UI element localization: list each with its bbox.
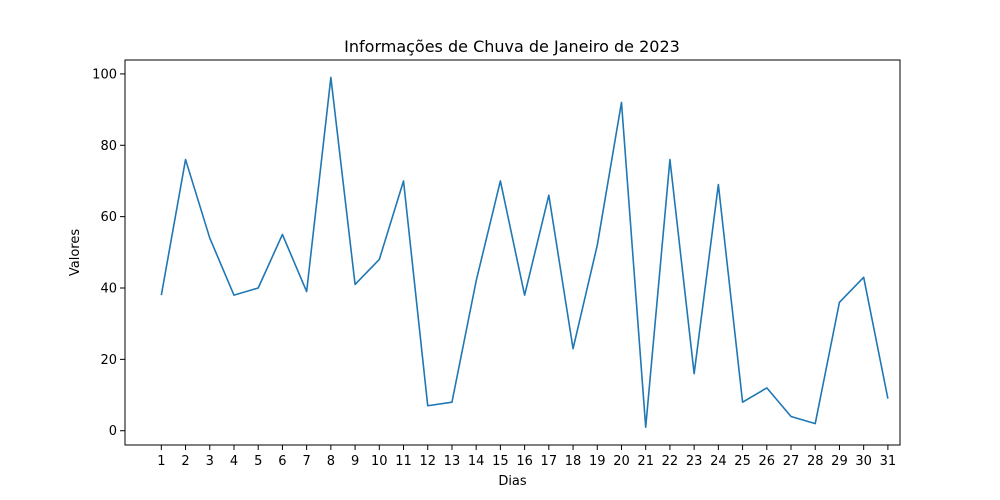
x-tick-label: 1 xyxy=(157,454,165,469)
x-tick-label: 24 xyxy=(710,454,727,469)
x-tick-label: 14 xyxy=(468,454,485,469)
x-tick-label: 2 xyxy=(181,454,189,469)
x-tick-label: 22 xyxy=(662,454,679,469)
x-tick-label: 18 xyxy=(565,454,582,469)
y-axis-label: Valores xyxy=(68,229,83,276)
y-tick-label: 100 xyxy=(92,67,117,82)
x-tick-label: 4 xyxy=(230,454,238,469)
x-tick-label: 23 xyxy=(686,454,703,469)
x-tick-label: 27 xyxy=(783,454,800,469)
y-axis-ticks: 0 20 40 60 80 100 xyxy=(92,67,125,439)
series-line xyxy=(160,76,889,428)
x-tick-label: 3 xyxy=(206,454,214,469)
y-tick-label: 40 xyxy=(100,282,117,297)
y-tick-label: 80 xyxy=(100,139,117,154)
x-tick-label: 17 xyxy=(541,454,558,469)
plot-frame xyxy=(124,59,901,446)
x-tick-label: 31 xyxy=(880,454,897,469)
x-tick-label: 16 xyxy=(516,454,533,469)
x-tick-label: 15 xyxy=(492,454,509,469)
x-tick-label: 8 xyxy=(327,454,335,469)
chart-title: Informações de Chuva de Janeiro de 2023 xyxy=(344,37,680,56)
x-axis-ticks: 1 2 3 4 5 6 7 8 9 10 11 12 13 14 15 16 17 18 19 20 21 22 23 24 2… xyxy=(157,445,896,469)
x-tick-label: 21 xyxy=(637,454,654,469)
x-tick-label: 13 xyxy=(444,454,461,469)
x-tick-label: 29 xyxy=(831,454,848,469)
x-tick-label: 25 xyxy=(734,454,751,469)
x-tick-label: 28 xyxy=(807,454,824,469)
x-tick-label: 10 xyxy=(371,454,388,469)
x-axis-label: Dias xyxy=(498,474,527,489)
x-tick-label: 6 xyxy=(278,454,286,469)
y-tick-label: 20 xyxy=(100,353,117,368)
x-tick-label: 11 xyxy=(395,454,412,469)
x-tick-label: 30 xyxy=(855,454,872,469)
x-tick-label: 5 xyxy=(254,454,262,469)
y-tick-label: 60 xyxy=(100,210,117,225)
plot-area xyxy=(160,76,889,428)
x-tick-label: 20 xyxy=(613,454,630,469)
x-tick-label: 19 xyxy=(589,454,606,469)
x-tick-label: 26 xyxy=(759,454,776,469)
y-tick-label: 0 xyxy=(109,424,117,439)
x-tick-label: 9 xyxy=(351,454,359,469)
x-tick-label: 12 xyxy=(419,454,436,469)
x-tick-label: 7 xyxy=(303,454,311,469)
